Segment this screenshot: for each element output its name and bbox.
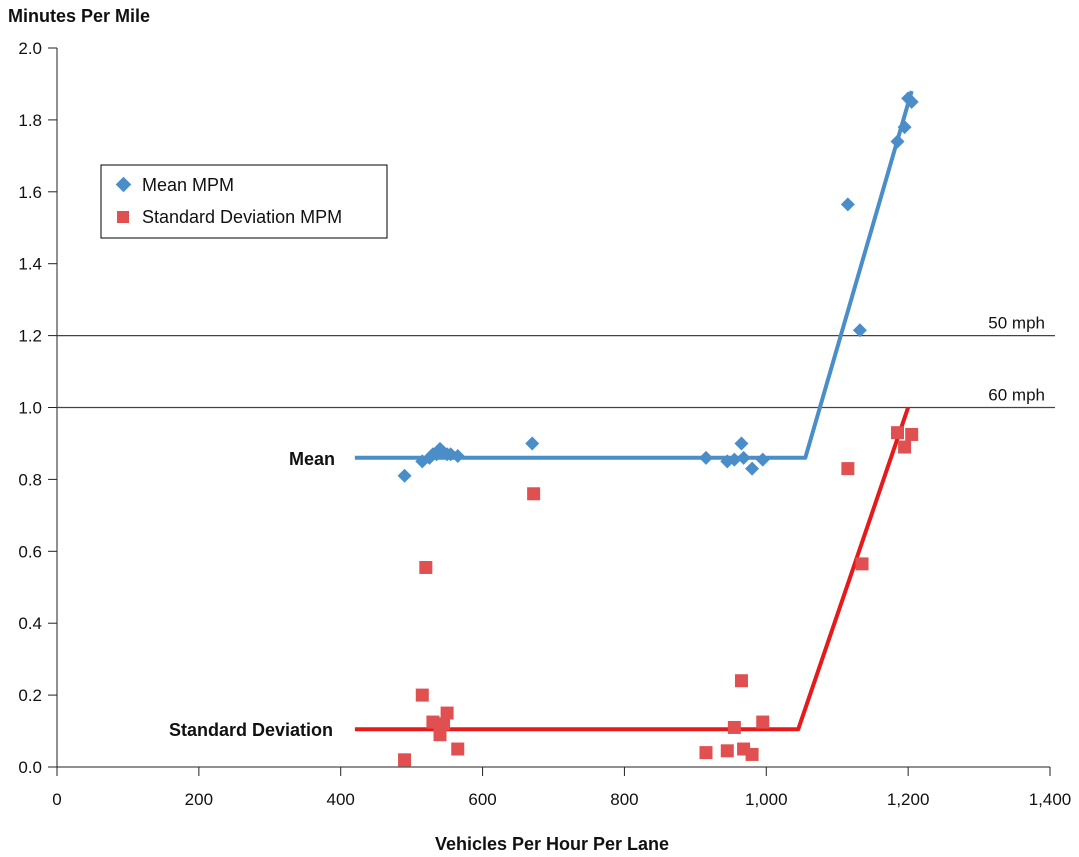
mean-point <box>727 452 742 467</box>
y-tick-label: 0.0 <box>18 758 42 777</box>
std-point <box>440 706 454 720</box>
mean-point <box>904 94 919 109</box>
legend-label-std: Standard Deviation MPM <box>142 207 342 227</box>
x-tick-label: 1,000 <box>745 790 788 809</box>
y-tick-label: 0.6 <box>18 542 42 561</box>
std-point <box>699 746 713 760</box>
mean-point <box>397 468 412 483</box>
std-point <box>898 440 912 454</box>
y-tick-label: 0.2 <box>18 686 42 705</box>
y-tick-label: 0.8 <box>18 470 42 489</box>
y-tick-label: 2.0 <box>18 39 42 58</box>
mean-point <box>736 450 751 465</box>
std-point <box>451 742 465 756</box>
mean-point <box>525 436 540 451</box>
std-point <box>756 715 770 729</box>
reference-line-label: 60 mph <box>988 386 1045 405</box>
std-point <box>398 753 412 767</box>
mean-point <box>890 134 905 149</box>
std-point <box>527 487 541 501</box>
mean-point <box>840 197 855 212</box>
legend-label-mean: Mean MPM <box>142 175 234 195</box>
std-point <box>745 747 759 761</box>
mean-point <box>852 323 867 338</box>
plot-area: 0.0 0.2 0.4 0.6 0.8 1.0 1.2 1.4 1.6 1.8 2.0 0 200 400… <box>18 39 1071 809</box>
fit-label-std: Standard Deviation <box>169 720 333 740</box>
mean-point <box>734 436 749 451</box>
std-point <box>727 720 741 734</box>
std-point <box>855 557 869 571</box>
std-point <box>905 427 919 441</box>
y-tick-label: 1.0 <box>18 399 42 418</box>
reference-line-label: 50 mph <box>988 314 1045 333</box>
mean-point <box>897 120 912 135</box>
x-tick-label: 600 <box>468 790 496 809</box>
y-tick-label: 0.4 <box>18 614 42 633</box>
y-tick-label: 1.6 <box>18 183 42 202</box>
x-tick-label: 400 <box>327 790 355 809</box>
fit-label-mean: Mean <box>289 449 335 469</box>
std-point <box>419 560 433 574</box>
std-point <box>433 728 447 742</box>
legend-box <box>100 164 388 239</box>
mean-point <box>745 461 760 476</box>
std-point <box>734 674 748 688</box>
x-tick-label: 1,400 <box>1029 790 1072 809</box>
x-tick-label: 0 <box>52 790 61 809</box>
mean-point <box>698 450 713 465</box>
x-axis-title: Vehicles Per Hour Per Lane <box>435 834 669 854</box>
legend-marker-std <box>117 211 129 223</box>
y-tick-label: 1.4 <box>18 255 42 274</box>
fit-line <box>354 406 910 732</box>
legend-marker-mean <box>115 176 132 193</box>
legend: Mean MPM Standard Deviation MPM <box>100 164 388 239</box>
std-point <box>437 717 451 731</box>
mean-point <box>450 449 465 464</box>
fit-line <box>354 90 914 460</box>
y-axis-title: Minutes Per Mile <box>8 6 150 26</box>
std-point <box>415 688 429 702</box>
std-point <box>891 426 905 440</box>
std-point <box>426 715 440 729</box>
std-point <box>720 744 734 758</box>
x-tick-label: 800 <box>610 790 638 809</box>
x-tick-label: 200 <box>185 790 213 809</box>
x-tick-label: 1,200 <box>887 790 930 809</box>
y-tick-label: 1.8 <box>18 111 42 130</box>
std-point <box>841 462 855 476</box>
y-tick-label: 1.2 <box>18 327 42 346</box>
mean-point <box>755 452 770 467</box>
